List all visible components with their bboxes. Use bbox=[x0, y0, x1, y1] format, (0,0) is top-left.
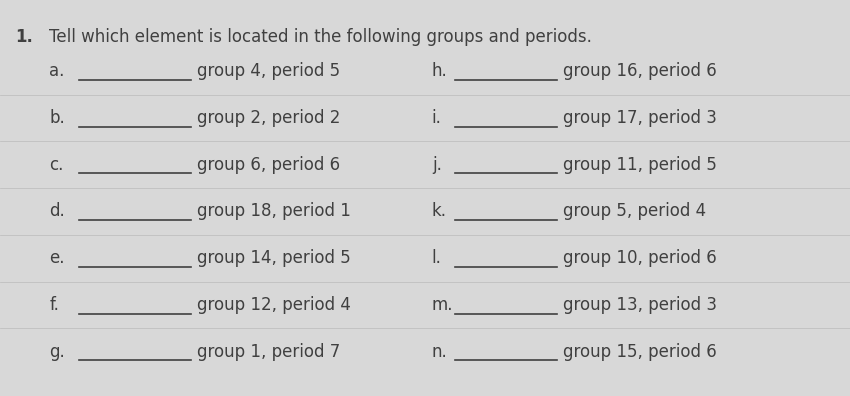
Text: group 13, period 3: group 13, period 3 bbox=[563, 296, 717, 314]
Text: b.: b. bbox=[49, 109, 65, 127]
Text: m.: m. bbox=[432, 296, 453, 314]
Text: group 10, period 6: group 10, period 6 bbox=[563, 249, 717, 267]
Text: group 15, period 6: group 15, period 6 bbox=[563, 343, 717, 361]
Text: group 16, period 6: group 16, period 6 bbox=[563, 62, 717, 80]
Text: h.: h. bbox=[432, 62, 448, 80]
Text: 1.: 1. bbox=[15, 28, 33, 46]
Text: group 6, period 6: group 6, period 6 bbox=[197, 156, 340, 174]
Text: j.: j. bbox=[432, 156, 442, 174]
Text: d.: d. bbox=[49, 202, 65, 221]
Text: c.: c. bbox=[49, 156, 64, 174]
Text: Tell which element is located in the following groups and periods.: Tell which element is located in the fol… bbox=[49, 28, 592, 46]
Text: group 5, period 4: group 5, period 4 bbox=[563, 202, 706, 221]
Text: group 11, period 5: group 11, period 5 bbox=[563, 156, 717, 174]
Text: i.: i. bbox=[432, 109, 442, 127]
Text: l.: l. bbox=[432, 249, 442, 267]
Text: a.: a. bbox=[49, 62, 65, 80]
Text: group 2, period 2: group 2, period 2 bbox=[197, 109, 341, 127]
Text: group 17, period 3: group 17, period 3 bbox=[563, 109, 717, 127]
Text: n.: n. bbox=[432, 343, 448, 361]
Text: g.: g. bbox=[49, 343, 65, 361]
Text: group 1, period 7: group 1, period 7 bbox=[197, 343, 341, 361]
Text: group 14, period 5: group 14, period 5 bbox=[197, 249, 351, 267]
Text: group 4, period 5: group 4, period 5 bbox=[197, 62, 340, 80]
Text: group 12, period 4: group 12, period 4 bbox=[197, 296, 351, 314]
Text: e.: e. bbox=[49, 249, 65, 267]
Text: f.: f. bbox=[49, 296, 60, 314]
Text: group 18, period 1: group 18, period 1 bbox=[197, 202, 351, 221]
Text: k.: k. bbox=[432, 202, 447, 221]
